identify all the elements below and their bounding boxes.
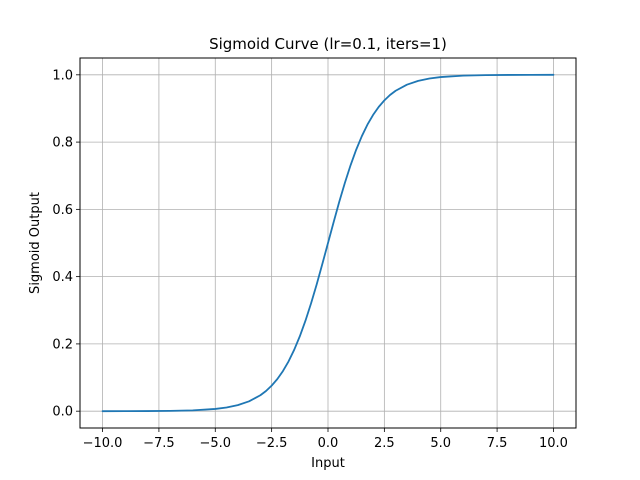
x-tick-label: −10.0: [83, 436, 123, 451]
y-tick-label: 0.8: [52, 136, 73, 151]
x-tick-label: 2.5: [374, 436, 395, 451]
y-tick-label: 0.0: [52, 405, 73, 420]
x-tick-label: −7.5: [143, 436, 175, 451]
series-line: [101, 73, 555, 413]
x-tick-label: −2.5: [256, 436, 288, 451]
tick-layer: −10.0 −7.5 −5.0 −2.5 0.0 2.5 5.0 7.5 10.0 0.0 0.2 0…: [52, 68, 568, 451]
y-tick-label: 0.2: [52, 337, 73, 352]
x-axis-label: Input: [311, 456, 345, 471]
chart-title: Sigmoid Curve (lr=0.1, iters=1): [209, 35, 447, 53]
x-tick-label: 5.0: [430, 436, 451, 451]
y-tick-label: 1.0: [52, 68, 73, 83]
y-tick-label: 0.4: [52, 270, 73, 285]
y-tick-label: 0.6: [52, 203, 73, 218]
series-layer: [101, 73, 555, 413]
y-axis-label: Sigmoid Output: [28, 192, 43, 294]
x-tick-label: 0.0: [318, 436, 339, 451]
x-tick-label: 7.5: [487, 436, 508, 451]
x-tick-label: 10.0: [539, 436, 568, 451]
x-tick-label: −5.0: [199, 436, 231, 451]
